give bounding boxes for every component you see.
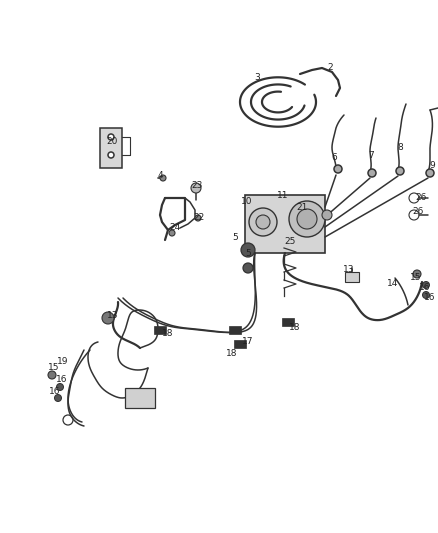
- Bar: [154, 326, 166, 334]
- Text: 24: 24: [170, 223, 180, 232]
- Circle shape: [297, 209, 317, 229]
- Circle shape: [289, 201, 325, 237]
- Bar: [282, 318, 294, 326]
- Text: 21: 21: [297, 204, 307, 213]
- Circle shape: [322, 210, 332, 220]
- Text: 23: 23: [191, 182, 203, 190]
- Circle shape: [241, 243, 255, 257]
- Circle shape: [160, 175, 166, 181]
- Circle shape: [108, 134, 114, 140]
- Text: 16: 16: [49, 387, 61, 397]
- Circle shape: [423, 281, 430, 288]
- Text: 17: 17: [242, 337, 254, 346]
- Bar: [345, 272, 359, 282]
- Text: 3: 3: [254, 74, 260, 83]
- Text: 26: 26: [415, 193, 427, 203]
- Text: 10: 10: [241, 198, 253, 206]
- Bar: [100, 128, 122, 168]
- Text: 19: 19: [57, 358, 69, 367]
- Text: 18: 18: [226, 349, 238, 358]
- Circle shape: [243, 263, 253, 273]
- Circle shape: [195, 215, 201, 221]
- Text: 25: 25: [284, 238, 296, 246]
- Text: 16: 16: [424, 294, 436, 303]
- Text: 18: 18: [289, 324, 301, 333]
- Circle shape: [57, 384, 64, 391]
- Circle shape: [423, 292, 430, 298]
- Circle shape: [249, 208, 277, 236]
- Circle shape: [396, 167, 404, 175]
- Text: 14: 14: [387, 279, 399, 287]
- Circle shape: [256, 215, 270, 229]
- Text: 18: 18: [162, 328, 174, 337]
- Circle shape: [102, 312, 114, 324]
- Text: 15: 15: [410, 272, 422, 281]
- Text: 16: 16: [419, 284, 431, 293]
- Circle shape: [368, 169, 376, 177]
- Bar: [229, 326, 241, 334]
- Text: 5: 5: [232, 232, 238, 241]
- Text: 16: 16: [56, 376, 68, 384]
- Circle shape: [413, 270, 421, 278]
- Text: 13: 13: [343, 265, 355, 274]
- Text: 8: 8: [397, 143, 403, 152]
- Text: 20: 20: [106, 138, 118, 147]
- Circle shape: [334, 165, 342, 173]
- Text: 9: 9: [429, 160, 435, 169]
- Circle shape: [48, 371, 56, 379]
- Bar: [234, 340, 246, 348]
- Circle shape: [169, 230, 175, 236]
- Text: 5: 5: [245, 248, 251, 257]
- Text: 7: 7: [368, 150, 374, 159]
- Circle shape: [54, 394, 61, 401]
- Text: 26: 26: [412, 207, 424, 216]
- Circle shape: [426, 169, 434, 177]
- Circle shape: [191, 183, 201, 193]
- Circle shape: [108, 152, 114, 158]
- Text: 15: 15: [48, 364, 60, 373]
- Text: 13: 13: [107, 311, 119, 320]
- Bar: [245, 195, 325, 253]
- Text: 2: 2: [327, 63, 333, 72]
- Text: 4: 4: [157, 171, 163, 180]
- Text: 6: 6: [331, 154, 337, 163]
- Text: 22: 22: [193, 214, 205, 222]
- Text: 11: 11: [277, 190, 289, 199]
- Bar: [125, 388, 155, 408]
